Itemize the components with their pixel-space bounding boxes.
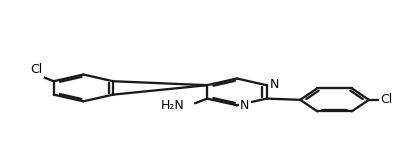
Text: N: N <box>270 78 279 91</box>
Text: Cl: Cl <box>30 63 43 76</box>
Text: Cl: Cl <box>380 93 392 106</box>
Text: H₂N: H₂N <box>161 99 185 112</box>
Text: N: N <box>240 99 249 112</box>
